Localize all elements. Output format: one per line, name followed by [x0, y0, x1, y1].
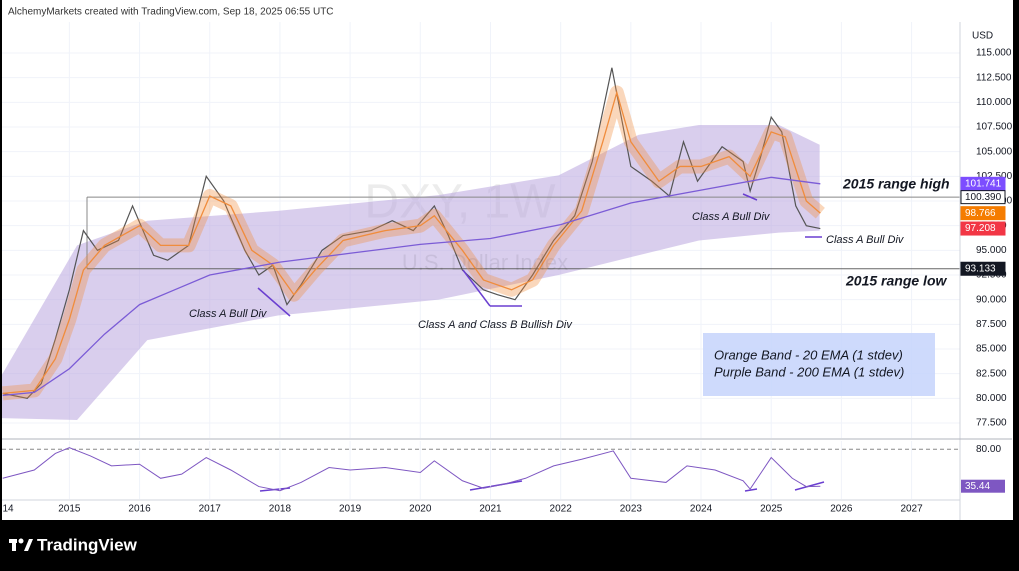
series-line	[2, 176, 821, 397]
x-tick-label: 14	[2, 504, 14, 515]
legend-text: Purple Band - 200 EMA (1 stdev)	[714, 364, 904, 379]
logo-part	[18, 538, 24, 544]
x-tick-label: 2023	[620, 504, 643, 515]
annotation: Class A Bull Div	[826, 234, 905, 246]
rsi-label-bg	[961, 479, 1005, 493]
price-label-bg	[960, 221, 1006, 236]
div-line	[742, 193, 758, 201]
price-label-bg	[960, 261, 1006, 276]
brand-logo	[9, 538, 33, 551]
watermark-sub: U.S. Dollar Index	[402, 250, 568, 275]
band-area	[2, 125, 820, 421]
x-tick-label: 2022	[550, 504, 573, 515]
y-tick-label: 95.000	[976, 245, 1007, 256]
brand: TradingView	[37, 535, 138, 554]
price-label: 97.208	[965, 223, 996, 234]
y-tick-label: 102.500	[976, 171, 1013, 182]
div-line	[257, 287, 291, 317]
price-label-bg	[960, 206, 1006, 221]
header: AlchemyMarkets created with TradingView.…	[8, 7, 334, 18]
y-tick-label: 82.500	[976, 368, 1007, 379]
x-tick-label: 2020	[409, 504, 432, 515]
price-label-bg	[960, 190, 1006, 205]
rsi-label: 35.44	[965, 481, 990, 492]
logo-part	[12, 539, 16, 551]
y-tick-label: 112.500	[976, 72, 1012, 83]
legend-box	[703, 333, 935, 396]
x-tick-label: 2026	[830, 504, 853, 515]
x-tick-label: 2017	[199, 504, 222, 515]
y-tick-label: 107.500	[976, 122, 1013, 133]
annotation: Class A Bull Div	[189, 308, 268, 320]
x-tick-label: 2027	[900, 504, 923, 515]
y-tick-label: 80.000	[976, 393, 1007, 404]
x-tick-label: 2015	[58, 504, 81, 515]
annotation: Class A Bull Div	[692, 211, 771, 223]
x-tick-label: 2025	[760, 504, 783, 515]
series-line	[2, 90, 821, 395]
price-pane	[2, 22, 960, 438]
rsi-line	[2, 447, 821, 492]
price-label: 93.133	[965, 263, 996, 274]
rsi-tick-label: 80.00	[976, 444, 1001, 455]
price-label: 98.766	[965, 208, 996, 219]
div-line	[462, 269, 491, 307]
price-label: 100.390	[965, 192, 1002, 203]
y-tick-label: 87.500	[976, 319, 1007, 330]
x-tick-label: 2016	[128, 504, 151, 515]
legend-text: Orange Band - 20 EMA (1 stdev)	[714, 347, 903, 362]
x-tick-label: 2024	[690, 504, 713, 515]
y-tick-label: 77.500	[976, 418, 1007, 429]
y-tick-label: 90.000	[976, 294, 1007, 305]
footer	[0, 522, 1019, 571]
y-tick-label: 110.000	[976, 97, 1012, 108]
y-tick-label: 85.000	[976, 344, 1007, 355]
y-tick-label: 115.000	[976, 48, 1012, 59]
logo-part	[24, 539, 33, 551]
currency: USD	[972, 31, 993, 42]
x-tick-label: 2021	[479, 504, 502, 515]
x-tick-label: 2019	[339, 504, 362, 515]
annotation: Class A and Class B Bullish Div	[418, 319, 573, 331]
price-label: 101.741	[965, 178, 1002, 189]
x-tick-label: 2018	[269, 504, 292, 515]
divergence-lines	[257, 193, 825, 492]
series-line	[2, 67, 821, 399]
annotation: 2015 range high	[842, 176, 950, 192]
y-tick-label: 105.000	[976, 146, 1013, 157]
div-line	[744, 488, 758, 492]
annotation: 2015 range low	[845, 273, 947, 289]
